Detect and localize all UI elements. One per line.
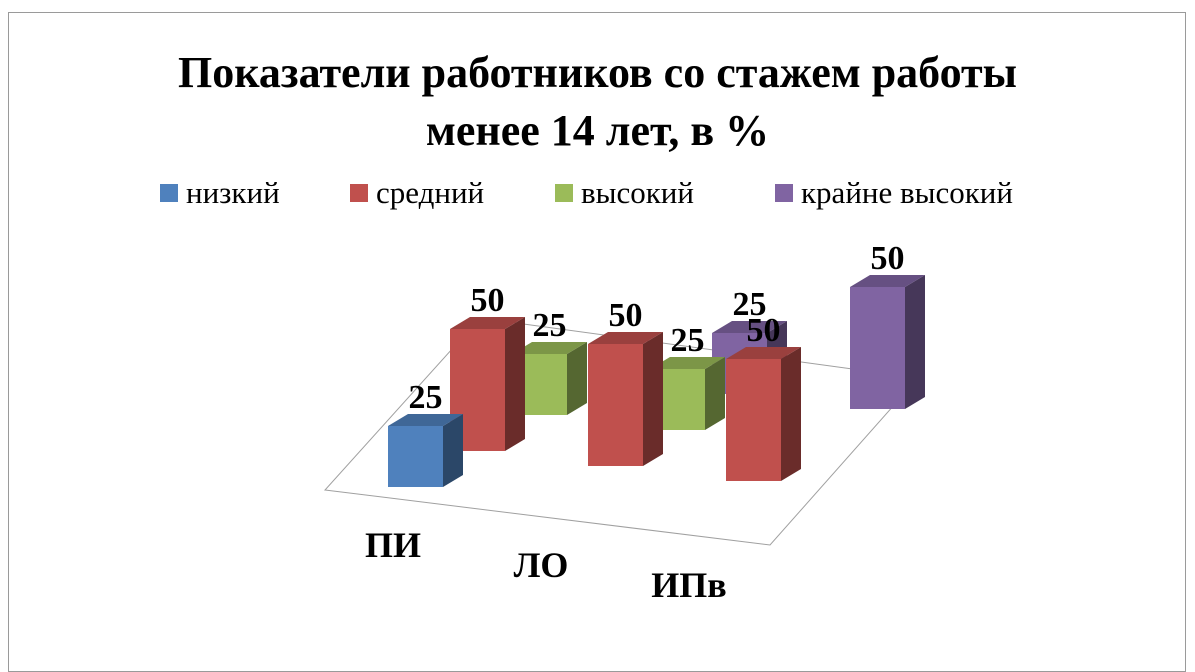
value-label: 50: [609, 297, 643, 334]
bar: [850, 287, 905, 409]
value-label: 25: [733, 286, 767, 323]
bar-top: [712, 321, 787, 333]
bar: [588, 344, 643, 466]
legend-label: низкий: [186, 175, 280, 210]
legend-swatch: [160, 184, 178, 202]
bar-top: [726, 347, 801, 359]
bar-top: [588, 332, 663, 344]
legend-swatch: [350, 184, 368, 202]
bar: [726, 359, 781, 481]
bar-side: [505, 317, 525, 451]
bar-top: [850, 275, 925, 287]
value-label: 25: [533, 307, 567, 344]
bar-side: [643, 332, 663, 466]
x-tick-label: ПИ: [365, 525, 421, 565]
bar-side: [705, 357, 725, 430]
chart-title: Показатели работников со стажем работы м…: [177, 48, 1017, 155]
legend-label: высокий: [581, 175, 694, 210]
bar-top: [650, 357, 725, 369]
x-tick-label: ИПв: [651, 565, 726, 605]
legend-swatch: [775, 184, 793, 202]
bar: [388, 426, 443, 487]
value-label: 50: [471, 282, 505, 319]
legend-label: крайне высокий: [801, 175, 1013, 210]
value-label: 25: [671, 322, 705, 359]
title-box: Показатели работников со стажем работы м…: [0, 44, 1195, 160]
bar-top: [388, 414, 463, 426]
bar-side: [781, 347, 801, 481]
bar-side: [567, 342, 587, 415]
legend-swatch: [555, 184, 573, 202]
legend-label: средний: [376, 175, 484, 210]
bar-top: [450, 317, 525, 329]
bar-top: [512, 342, 587, 354]
value-label: 50: [871, 240, 905, 277]
x-tick-label: ЛО: [514, 545, 569, 585]
bar-side: [905, 275, 925, 409]
bar-side: [443, 414, 463, 487]
value-label: 50: [747, 312, 781, 349]
value-label: 25: [409, 379, 443, 416]
